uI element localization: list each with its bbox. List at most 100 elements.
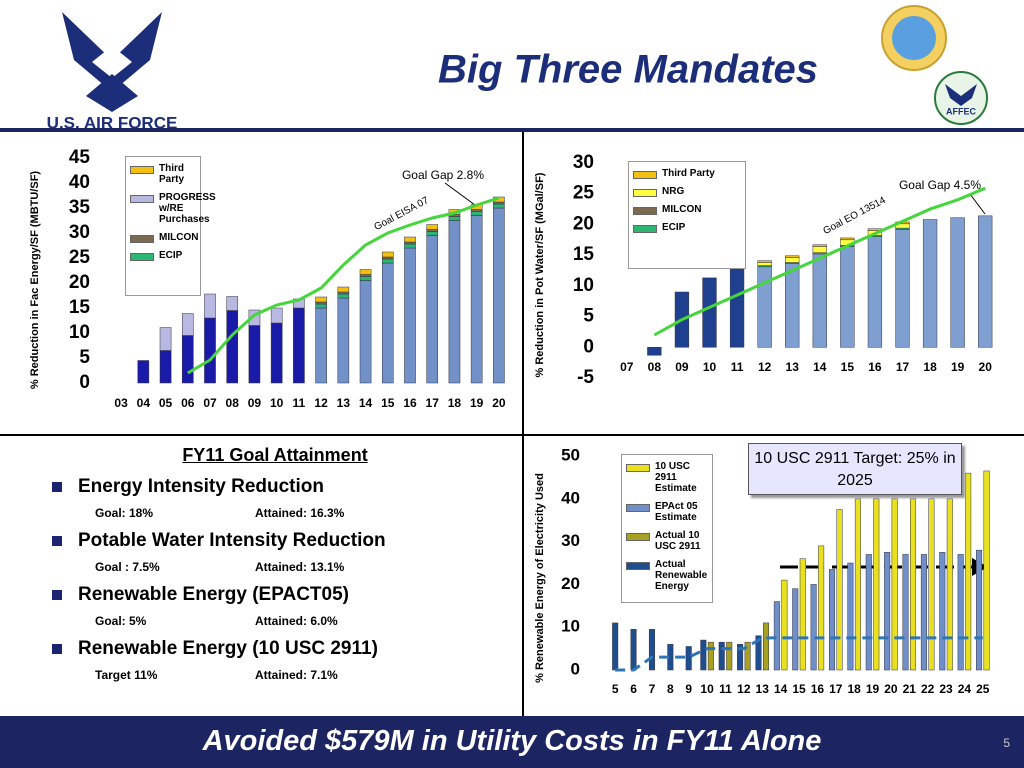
y-tick-label: -5 bbox=[577, 367, 594, 388]
legend-label: ECIP bbox=[159, 250, 183, 261]
bar bbox=[812, 246, 827, 253]
goal: Target 11% bbox=[95, 668, 158, 682]
bar bbox=[315, 307, 327, 384]
bullet-sub: Goal: 18% Attained: 16.3% bbox=[95, 506, 510, 520]
bullet-item: Energy Intensity Reduction bbox=[40, 476, 510, 498]
x-tick-label: 25 bbox=[976, 682, 990, 696]
bar bbox=[470, 211, 483, 216]
legend-label: PROGRESS w/RE Purchases bbox=[159, 192, 216, 225]
bullet-item: Renewable Energy (EPACT05) bbox=[40, 584, 510, 606]
bar bbox=[785, 255, 800, 258]
x-tick-label: 23 bbox=[939, 682, 953, 696]
x-tick-label: 22 bbox=[921, 682, 935, 696]
bar bbox=[922, 219, 938, 348]
legend-swatch bbox=[130, 235, 154, 243]
bar bbox=[448, 220, 461, 384]
x-tick-label: 10 bbox=[700, 682, 714, 696]
x-tick-label: 13 bbox=[756, 682, 770, 696]
bar bbox=[337, 286, 350, 293]
goal: Goal: 18% bbox=[95, 506, 154, 520]
x-tick-label: 19 bbox=[866, 682, 880, 696]
legend-label: NRG bbox=[662, 186, 685, 197]
legend-swatch bbox=[633, 207, 657, 215]
attained: Attained: 13.1% bbox=[255, 560, 345, 574]
bar bbox=[781, 579, 788, 671]
bar bbox=[828, 569, 836, 671]
bar bbox=[404, 243, 416, 249]
annotation-arrow bbox=[969, 193, 986, 215]
legend: 10 USC 2911 Estimate EPAct 05 Estimate Act… bbox=[621, 454, 713, 603]
legend-swatch bbox=[130, 166, 154, 174]
x-tick-label: 09 bbox=[675, 360, 689, 374]
y-tick-label: 15 bbox=[573, 244, 595, 265]
y-tick-label: 15 bbox=[69, 297, 91, 318]
y-tick-label: 20 bbox=[69, 272, 90, 293]
bar bbox=[493, 201, 505, 205]
bar bbox=[204, 293, 216, 319]
x-tick-label: 21 bbox=[903, 682, 917, 696]
bar bbox=[381, 258, 394, 264]
x-tick-label: 12 bbox=[314, 396, 328, 410]
bar bbox=[840, 237, 855, 241]
legend-swatch bbox=[626, 504, 650, 512]
goal: Goal: 5% bbox=[95, 614, 147, 628]
bar bbox=[810, 584, 817, 671]
bar bbox=[248, 309, 261, 326]
bullet bbox=[52, 644, 62, 654]
bar bbox=[685, 646, 692, 671]
bar bbox=[270, 322, 283, 384]
bar bbox=[910, 498, 917, 671]
bar bbox=[381, 251, 394, 258]
x-tick-label: 18 bbox=[847, 682, 861, 696]
y-tick-label: 45 bbox=[69, 147, 91, 168]
x-tick-label: 20 bbox=[492, 396, 506, 410]
bar bbox=[226, 296, 239, 311]
x-tick-label: 10 bbox=[703, 360, 717, 374]
bullet-label: Potable Water Intensity Reduction bbox=[78, 530, 386, 551]
bar bbox=[493, 207, 505, 384]
bar bbox=[315, 296, 327, 303]
x-tick-label: 03 bbox=[114, 396, 128, 410]
y-tick-label: 25 bbox=[573, 183, 595, 204]
bar bbox=[700, 639, 707, 671]
bullet-sub: Goal: 5% Attained: 6.0% bbox=[95, 614, 510, 628]
legend-swatch bbox=[626, 533, 650, 541]
bar bbox=[470, 209, 483, 212]
y-axis-label: % Renewable Energy of Electricity Used bbox=[534, 473, 546, 683]
bar bbox=[840, 246, 855, 348]
legend-label: ECIP bbox=[662, 222, 686, 233]
y-tick-label: 20 bbox=[573, 213, 594, 234]
bullet-label: Renewable Energy (EPACT05) bbox=[78, 584, 350, 605]
bar bbox=[404, 247, 416, 384]
bullet-sub: Target 11% Attained: 7.1% bbox=[95, 668, 510, 682]
x-tick-label: 18 bbox=[448, 396, 462, 410]
legend-swatch bbox=[633, 189, 657, 197]
legend-swatch bbox=[633, 171, 657, 179]
line bbox=[187, 196, 500, 375]
y-tick-label: 50 bbox=[561, 445, 580, 464]
bar bbox=[884, 552, 891, 671]
legend-entry: Third Party bbox=[633, 168, 741, 179]
bar bbox=[757, 260, 772, 263]
bar bbox=[404, 236, 416, 243]
footer: Avoided $579M in Utility Costs in FY11 A… bbox=[0, 716, 1024, 768]
bar bbox=[612, 622, 619, 671]
y-tick-label: 10 bbox=[573, 275, 594, 296]
bar bbox=[337, 297, 350, 384]
x-tick-label: 17 bbox=[896, 360, 910, 374]
bar bbox=[448, 216, 461, 221]
bar bbox=[226, 310, 239, 384]
page-number: 5 bbox=[1003, 736, 1010, 750]
x-tick-label: 16 bbox=[403, 396, 417, 410]
bar bbox=[404, 241, 416, 245]
bar bbox=[647, 347, 662, 356]
bar bbox=[891, 498, 898, 671]
bar bbox=[159, 327, 172, 351]
legend-entry: Third Party bbox=[130, 163, 196, 185]
x-tick-label: 07 bbox=[203, 396, 217, 410]
bar bbox=[836, 509, 843, 671]
bar bbox=[426, 231, 439, 236]
annotation-arrow bbox=[444, 182, 476, 206]
x-tick-label: 19 bbox=[951, 360, 965, 374]
y-tick-label: 10 bbox=[69, 322, 90, 343]
